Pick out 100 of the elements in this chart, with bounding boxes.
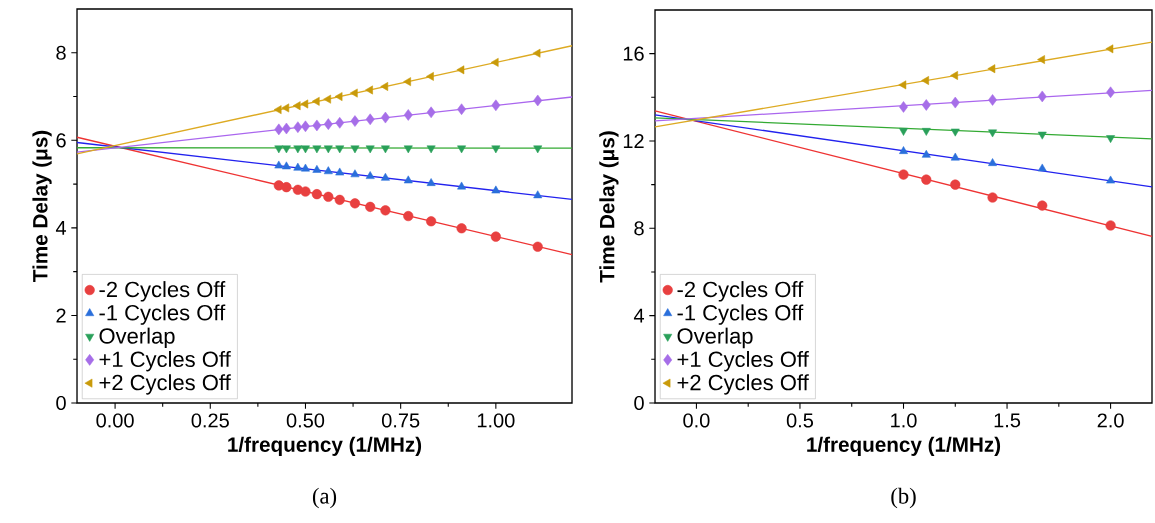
point [323, 118, 333, 130]
x-tick-label: 1.0 [891, 413, 917, 428]
point [311, 189, 322, 200]
point [365, 145, 375, 154]
point [403, 175, 413, 184]
x-tick-label: 0.0 [683, 413, 710, 428]
point [987, 64, 996, 74]
point [312, 119, 322, 132]
x-tick-label: 1.5 [994, 413, 1021, 428]
legend-label: Overlap [99, 327, 175, 349]
legend-label: +1 Cycles Off [677, 350, 809, 372]
point [335, 145, 345, 154]
point [312, 145, 322, 154]
point [300, 99, 309, 109]
point [380, 82, 389, 91]
legend-label: +2 Cycles Off [99, 374, 231, 395]
point [491, 145, 501, 154]
point [457, 181, 467, 190]
y-tick-label: 2 [56, 308, 66, 323]
point [381, 145, 390, 154]
point [988, 129, 997, 138]
point [1037, 200, 1048, 211]
point [350, 145, 360, 154]
point [292, 101, 301, 111]
point [1037, 163, 1047, 172]
legend-label: -1 Cycles Off [99, 304, 226, 325]
point [365, 85, 373, 95]
y-tick-label: 8 [634, 221, 644, 236]
point [281, 182, 292, 193]
point [274, 145, 284, 154]
point [349, 88, 358, 98]
point [323, 145, 333, 154]
point [950, 71, 958, 80]
point [334, 194, 345, 205]
point [921, 99, 931, 111]
point [350, 169, 360, 178]
y-tick-label: 8 [56, 45, 66, 60]
point [1037, 131, 1047, 140]
point [533, 145, 543, 154]
point [921, 128, 931, 136]
point [533, 190, 543, 199]
point [403, 77, 411, 87]
point [1106, 135, 1116, 143]
text: (a) [312, 487, 337, 509]
y-tick-label: 0 [56, 395, 66, 411]
point [403, 145, 413, 154]
point [365, 171, 375, 179]
point [350, 115, 360, 127]
point [301, 145, 310, 154]
point [323, 166, 333, 175]
legend-label: -2 Cycles Off [99, 281, 226, 302]
point [282, 145, 291, 154]
legend-label: +2 Cycles Off [677, 374, 809, 395]
x-tick-label: 2.0 [1097, 413, 1124, 428]
x-tick-label: 0.25 [191, 413, 229, 428]
point [533, 94, 543, 107]
point [293, 145, 303, 154]
x-tick-label: 0.00 [96, 413, 134, 428]
point [380, 205, 391, 216]
point [403, 210, 414, 222]
point [335, 167, 345, 176]
point [491, 99, 501, 112]
point [301, 163, 310, 172]
point [899, 101, 908, 113]
legend-label: Overlap [677, 327, 753, 349]
point [491, 185, 501, 194]
point [334, 92, 343, 101]
point [293, 162, 303, 171]
point [898, 80, 907, 90]
point [456, 223, 467, 234]
point [921, 76, 929, 85]
point [281, 103, 290, 113]
point [365, 201, 376, 212]
y-axis-title: Time Delay (μs) [599, 131, 619, 283]
y-tick-label: 12 [623, 134, 644, 148]
point [1106, 175, 1116, 184]
point [921, 174, 932, 185]
point [1037, 55, 1045, 64]
point [335, 117, 345, 129]
y-tick-label: 16 [623, 46, 644, 61]
x-tick-label: 0.75 [381, 413, 420, 428]
point [490, 231, 501, 242]
y-tick-label: 0 [634, 395, 644, 411]
point [950, 128, 960, 137]
point [426, 71, 434, 81]
x-tick-label: 0.50 [286, 413, 325, 428]
point [921, 149, 931, 158]
point [323, 191, 334, 202]
point [323, 94, 331, 104]
point [403, 109, 413, 121]
x-tick-label: 0.5 [786, 413, 814, 428]
point [898, 169, 909, 180]
point [899, 146, 908, 154]
point [426, 106, 436, 119]
point [950, 179, 961, 190]
point [457, 145, 467, 154]
point [300, 186, 311, 197]
point [532, 241, 543, 252]
y-tick-label: 6 [56, 133, 66, 148]
y-tick-label: 4 [633, 308, 645, 323]
